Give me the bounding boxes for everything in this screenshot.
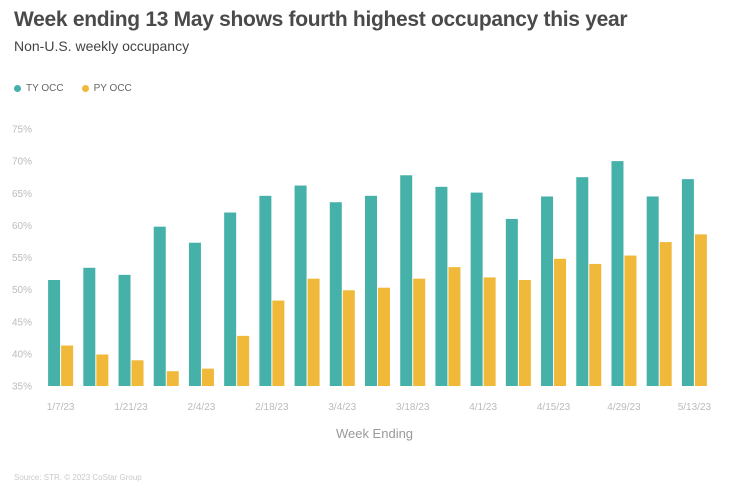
legend-item-py: PY OCC	[81, 83, 132, 94]
bar-py-occ	[237, 335, 250, 386]
bar-py-occ	[272, 300, 285, 386]
y-tick-label: 35%	[12, 382, 32, 393]
bar-py-occ	[307, 278, 320, 386]
bar-py-occ	[413, 278, 426, 386]
y-tick-label: 65%	[12, 189, 32, 200]
x-tick-label: 4/1/23	[469, 402, 497, 413]
x-tick-label: 4/29/23	[607, 402, 641, 413]
legend: TY OCC PY OCC	[14, 83, 132, 94]
bar-ty-occ	[188, 242, 201, 386]
bar-ty-occ	[153, 226, 166, 386]
bar-ty-occ	[329, 202, 342, 386]
legend-label-py: PY OCC	[93, 83, 132, 94]
bar-ty-occ	[224, 212, 237, 386]
bar-ty-occ	[83, 267, 96, 386]
bar-ty-occ	[611, 161, 624, 386]
bar-ty-occ	[505, 218, 518, 386]
bar-ty-occ	[48, 279, 61, 386]
y-tick-label: 75%	[12, 125, 32, 136]
bar-py-occ	[694, 234, 707, 386]
bar-py-occ	[624, 255, 637, 386]
bar-ty-occ	[365, 195, 377, 386]
legend-swatch-ty	[14, 85, 21, 92]
chart-subtitle: Non-U.S. weekly occupancy	[14, 38, 190, 54]
y-tick-label: 50%	[12, 285, 32, 296]
x-tick-label: 3/4/23	[328, 402, 356, 413]
x-axis-title: Week Ending	[336, 426, 413, 441]
chart-title: Week ending 13 May shows fourth highest …	[14, 8, 628, 31]
legend-label-ty: TY OCC	[26, 83, 64, 94]
x-tick-label: 2/18/23	[255, 402, 289, 413]
bar-ty-occ	[681, 179, 694, 386]
bar-ty-occ	[294, 185, 307, 386]
bar-ty-occ	[400, 175, 413, 386]
bar-py-occ	[659, 242, 672, 386]
bar-py-occ	[554, 258, 567, 386]
bar-ty-occ	[118, 274, 131, 386]
bar-py-occ	[448, 267, 461, 386]
bar-ty-occ	[541, 196, 554, 386]
x-tick-label: 4/15/23	[537, 402, 571, 413]
x-tick-label: 5/13/23	[678, 402, 712, 413]
bar-py-occ	[61, 345, 74, 386]
bar-py-occ	[166, 371, 179, 386]
legend-item-ty: TY OCC	[14, 83, 64, 94]
bar-py-occ	[342, 290, 355, 386]
y-tick-label: 45%	[12, 317, 32, 328]
bar-ty-occ	[259, 195, 272, 386]
y-tick-label: 60%	[12, 221, 32, 232]
bar-ty-occ	[435, 186, 448, 386]
source-note: Source: STR. © 2023 CoStar Group	[14, 473, 142, 482]
bar-py-occ	[518, 279, 531, 386]
y-tick-label: 70%	[12, 157, 32, 168]
x-tick-label: 1/21/23	[114, 402, 148, 413]
bar-py-occ	[96, 354, 109, 386]
bar-py-occ	[201, 368, 214, 386]
bar-py-occ	[131, 360, 144, 386]
y-tick-label: 40%	[12, 349, 32, 360]
x-tick-label: 1/7/23	[47, 402, 75, 413]
bar-py-occ	[378, 287, 390, 386]
bar-ty-occ	[470, 192, 483, 386]
bar-ty-occ	[576, 177, 589, 386]
bar-ty-occ	[646, 196, 659, 386]
bar-py-occ	[483, 277, 496, 386]
x-tick-label: 2/4/23	[188, 402, 216, 413]
bar-py-occ	[589, 263, 602, 386]
y-tick-label: 55%	[12, 253, 32, 264]
x-tick-label: 3/18/23	[396, 402, 430, 413]
legend-swatch-py	[81, 85, 89, 92]
